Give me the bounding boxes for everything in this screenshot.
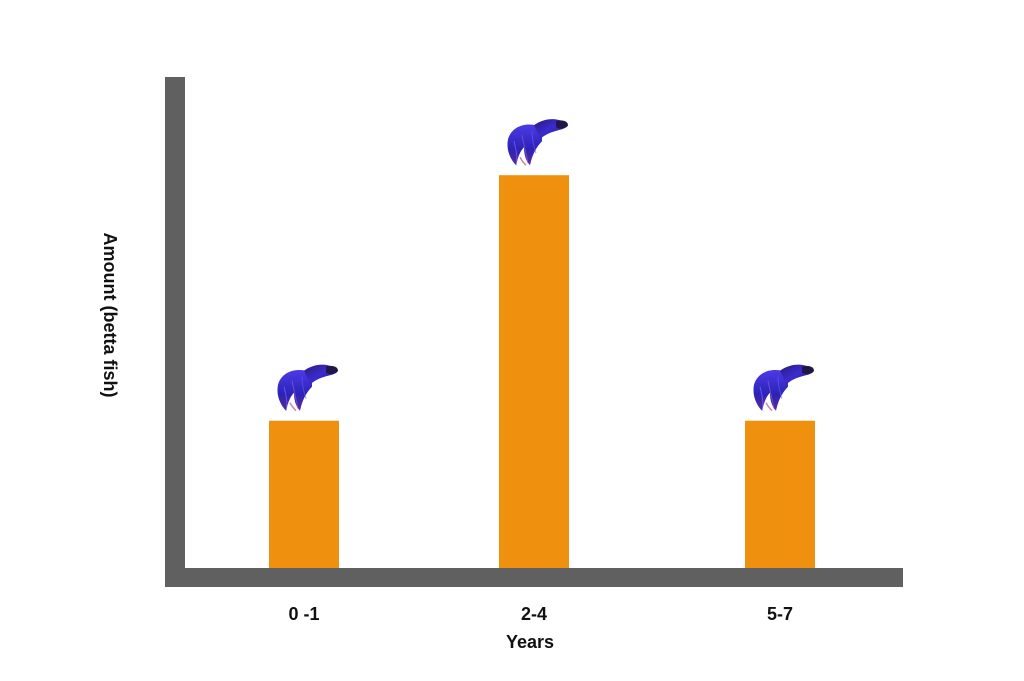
x-axis-title: Years (506, 632, 554, 652)
x-tick-label: 0 -1 (288, 604, 319, 624)
y-axis-title: Amount (betta fish) (100, 233, 120, 398)
x-tick-labels: 0 -1 2-4 5-7 (288, 604, 793, 624)
betta-fish-icon (276, 363, 339, 412)
x-tick-label: 2-4 (521, 604, 547, 624)
betta-fish-icon (506, 118, 569, 166)
x-axis-line (165, 568, 903, 587)
y-axis-line (165, 77, 185, 586)
bar-0 (269, 420, 339, 568)
x-tick-label: 5-7 (767, 604, 793, 624)
bars-group (269, 175, 815, 568)
bar-1 (499, 175, 569, 568)
bar-2 (745, 420, 815, 568)
betta-fish-icon (752, 363, 815, 412)
